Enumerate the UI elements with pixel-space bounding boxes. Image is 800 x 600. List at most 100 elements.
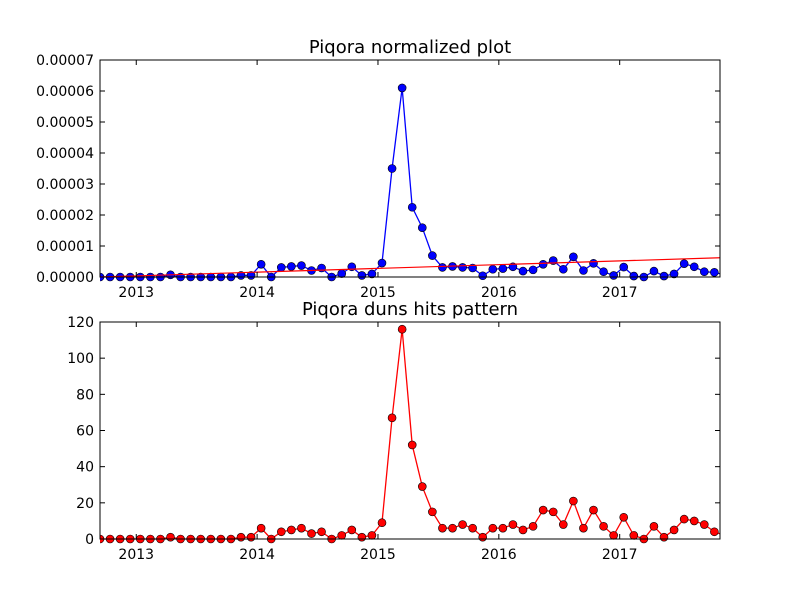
top-data-point (438, 263, 447, 272)
bottom-data-point (528, 522, 538, 531)
bottom-data-point (458, 520, 467, 529)
top-data-point (518, 266, 528, 276)
top-data-point (428, 251, 437, 260)
top-series-line (100, 87, 720, 278)
bottom-data-point (599, 522, 608, 531)
bottom-data-point (488, 523, 498, 533)
top-data-point (458, 263, 467, 272)
bottom-data-point (699, 520, 709, 529)
top-data-point (297, 261, 306, 270)
bottom-data-point (377, 518, 387, 528)
bottom-data-point (317, 527, 326, 537)
top-data-point (679, 259, 689, 268)
bottom-plot-frame (99, 321, 721, 540)
bottom-data-point (629, 531, 639, 540)
bottom-data-point (518, 525, 528, 535)
bottom-data-point (387, 413, 397, 423)
bottom-data-point (166, 532, 175, 542)
bottom-data-point (287, 525, 296, 535)
bottom-data-point (357, 532, 367, 542)
bottom-data-point (649, 522, 659, 531)
bottom-data-point (478, 532, 488, 542)
bottom-data-point (720, 531, 728, 539)
top-data-point (619, 262, 629, 272)
top-y-tick-label: 0.00004 (36, 146, 94, 162)
top-data-point (407, 202, 417, 212)
top-data-point (377, 258, 387, 268)
top-data-point (397, 83, 407, 93)
top-data-point (720, 271, 728, 279)
bottom-x-tick-label: 2013 (118, 547, 154, 563)
bottom-data-point (548, 507, 558, 517)
bottom-series-line (100, 329, 720, 540)
top-data-point (287, 262, 296, 271)
bottom-data-point (347, 525, 357, 535)
bottom-data-point (569, 496, 578, 506)
top-data-point (710, 268, 719, 277)
top-data-point (387, 164, 397, 173)
bottom-x-tick-label: 2017 (602, 547, 638, 563)
bottom-x-tick-label: 2014 (239, 547, 275, 563)
top-x-tick-label: 2017 (602, 285, 638, 301)
top-x-tick-label: 2016 (481, 285, 517, 301)
top-data-point (659, 271, 669, 281)
top-chart-title: Piqora normalized plot (309, 37, 511, 58)
top-chart: Piqora normalized plot 0.00000 0.00001 0.00… (36, 37, 728, 301)
bottom-data-point (468, 523, 477, 533)
bottom-y-tick-label: 100 (67, 351, 94, 367)
bottom-data-point (448, 523, 457, 533)
top-y-tick-label: 0.00005 (36, 115, 94, 131)
top-series-1 (100, 257, 720, 278)
top-x-tick-label: 2014 (239, 285, 275, 301)
bottom-y-tick-label: 60 (76, 424, 94, 440)
top-data-point (498, 264, 508, 273)
top-data-point (589, 259, 598, 268)
top-data-point (488, 264, 498, 274)
top-data-point (599, 267, 608, 277)
bottom-y-tick-label: 20 (76, 496, 94, 512)
bottom-data-point (236, 532, 246, 542)
bottom-data-point (367, 531, 377, 540)
bottom-data-point (297, 523, 306, 533)
top-y-tick-label: 0.00000 (36, 270, 94, 286)
top-data-point (609, 271, 618, 280)
bottom-data-point (498, 523, 508, 533)
bottom-y-tick-label: 0 (85, 532, 94, 548)
top-data-point (558, 264, 568, 274)
bottom-data-point (710, 527, 719, 537)
top-data-point (417, 223, 427, 233)
bottom-data-point (558, 520, 568, 529)
bottom-data-point (407, 440, 417, 450)
top-data-point (699, 267, 709, 277)
top-data-point (276, 263, 286, 272)
bottom-data-point (337, 531, 347, 540)
top-data-point (669, 269, 679, 279)
top-x-tick-label: 2015 (360, 285, 396, 301)
top-data-point (629, 271, 639, 281)
top-x-tick-label: 2013 (118, 285, 154, 301)
top-data-point (538, 259, 548, 269)
top-data-point (579, 266, 588, 275)
bottom-data-point (397, 324, 407, 334)
bottom-data-point (256, 523, 266, 533)
bottom-chart-title: Piqora duns hits pattern (302, 299, 518, 320)
bottom-data-point (659, 532, 669, 542)
bottom-data-point (589, 505, 598, 515)
top-data-point (689, 262, 699, 272)
bottom-series-0 (100, 324, 728, 544)
top-plot-frame (99, 59, 721, 278)
bottom-data-point (276, 527, 286, 537)
bottom-x-tick-label: 2015 (360, 547, 396, 563)
bottom-data-point (417, 482, 427, 491)
top-y-tick-label: 0.00003 (36, 177, 94, 193)
top-data-point (256, 259, 266, 269)
top-data-point (478, 271, 488, 281)
bottom-data-point (619, 512, 629, 522)
top-trend-line (100, 257, 720, 278)
top-data-point (367, 269, 377, 279)
bottom-data-point (428, 507, 437, 517)
top-data-point (528, 265, 538, 275)
top-y-tick-label: 0.00002 (36, 208, 94, 224)
bottom-data-point (307, 529, 316, 538)
bottom-data-point (438, 523, 447, 533)
